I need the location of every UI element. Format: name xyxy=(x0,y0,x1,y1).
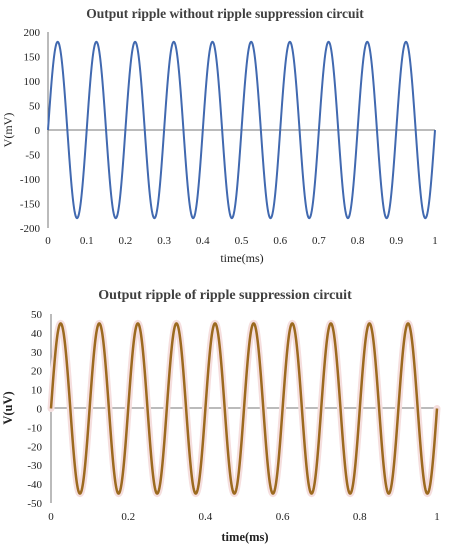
chart-bottom-y-label: V(uV) xyxy=(1,391,15,424)
chart-bottom-y-ticks: 50 40 30 20 10 0 -10 -20 -30 -40 -50 xyxy=(27,309,42,510)
x-tick-label: 0.6 xyxy=(273,235,287,247)
y-tick-label: 0 xyxy=(35,125,41,137)
x-tick-label: 0.4 xyxy=(196,235,210,247)
y-tick-label: -10 xyxy=(27,422,42,434)
x-tick-label: 0.4 xyxy=(199,511,213,523)
chart-top-x-label: time(ms) xyxy=(220,251,263,265)
chart-bottom: Output ripple of ripple suppression circ… xyxy=(1,288,441,544)
x-tick-label: 0.9 xyxy=(389,235,403,247)
x-tick-label: 0.6 xyxy=(276,511,290,523)
x-tick-label: 0.8 xyxy=(353,511,367,523)
y-tick-label: -50 xyxy=(27,498,42,510)
x-tick-label: 0.3 xyxy=(157,235,171,247)
y-tick-label: 40 xyxy=(31,328,43,340)
y-tick-label: -200 xyxy=(20,223,41,235)
x-tick-label: 0.8 xyxy=(351,235,365,247)
y-tick-label: -20 xyxy=(27,441,42,453)
x-tick-label: 0 xyxy=(48,511,54,523)
y-tick-label: 50 xyxy=(31,309,43,321)
y-tick-label: 150 xyxy=(24,52,41,64)
chart-top-series-line xyxy=(47,40,436,220)
x-tick-label: 0 xyxy=(45,235,51,247)
y-tick-label: -150 xyxy=(20,199,41,211)
y-tick-label: -30 xyxy=(27,460,42,472)
x-tick-label: 0.7 xyxy=(312,235,326,247)
y-tick-label: -50 xyxy=(25,150,40,162)
x-tick-label: 0.1 xyxy=(80,235,94,247)
x-tick-label: 0.5 xyxy=(235,235,249,247)
x-tick-label: 0.2 xyxy=(121,511,135,523)
y-tick-label: 200 xyxy=(24,27,41,39)
chart-bottom-title: Output ripple of ripple suppression circ… xyxy=(98,288,352,303)
chart-top-y-ticks: 200 150 100 50 0 -50 -100 -150 -200 xyxy=(20,27,41,235)
chart-top-title: Output ripple without ripple suppression… xyxy=(86,6,364,21)
y-tick-label: 100 xyxy=(24,76,41,88)
chart-bottom-x-label: time(ms) xyxy=(221,530,268,544)
y-tick-label: 30 xyxy=(31,347,43,359)
y-tick-label: -100 xyxy=(20,174,41,186)
y-tick-label: 50 xyxy=(29,101,41,113)
y-tick-label: 10 xyxy=(31,385,43,397)
chart-top: Output ripple without ripple suppression… xyxy=(1,6,438,265)
chart-top-y-label: V(mV) xyxy=(1,113,15,148)
y-tick-label: -40 xyxy=(27,479,42,491)
chart-bottom-series-line xyxy=(49,322,439,495)
chart-top-x-ticks: 0 0.1 0.2 0.3 0.4 0.5 0.6 0.7 0.8 0.9 1 xyxy=(45,235,438,247)
y-tick-label: 20 xyxy=(31,366,43,378)
x-tick-label: 1 xyxy=(432,235,438,247)
y-tick-label: 0 xyxy=(37,404,43,416)
chart-bottom-x-ticks: 0 0.2 0.4 0.6 0.8 1 xyxy=(48,511,440,523)
x-tick-label: 0.2 xyxy=(119,235,133,247)
x-tick-label: 1 xyxy=(434,511,440,523)
